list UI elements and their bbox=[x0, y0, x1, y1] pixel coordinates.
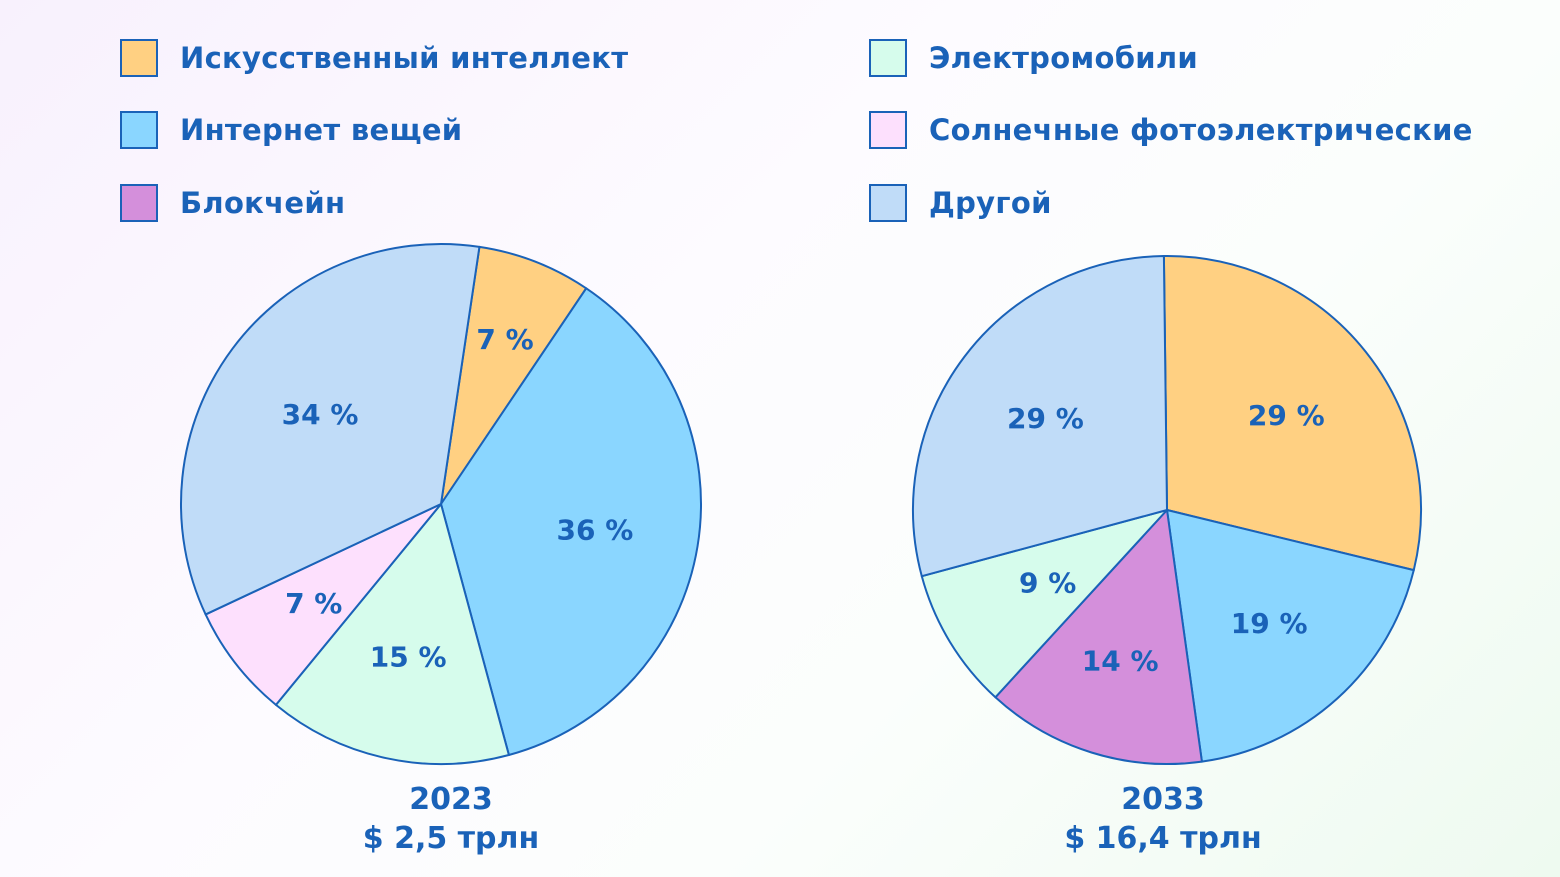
pie-slice bbox=[1162, 255, 1422, 572]
legend-item-other: Другой bbox=[869, 184, 1052, 222]
pie-slice bbox=[440, 245, 588, 505]
legend-swatch bbox=[869, 184, 907, 222]
pie-slice bbox=[204, 503, 442, 706]
pie-slice bbox=[1166, 509, 1415, 763]
legend-swatch bbox=[120, 111, 158, 149]
slice-label: 34 % bbox=[282, 398, 359, 431]
slice-label: 14 % bbox=[1082, 644, 1159, 677]
legend-item-iot: Интернет вещей bbox=[120, 111, 462, 149]
legend-swatch bbox=[120, 184, 158, 222]
pie-slice bbox=[274, 503, 510, 765]
legend-item-solar: Солнечные фотоэлектрические bbox=[869, 111, 1473, 149]
total-label: $ 16,4 трлн bbox=[1064, 821, 1262, 856]
pie-slice bbox=[440, 287, 702, 756]
year-label: 2033 bbox=[1121, 782, 1205, 817]
slice-label: 29 % bbox=[1007, 402, 1084, 435]
pie-slice bbox=[920, 509, 1168, 699]
slice-label: 7 % bbox=[476, 323, 533, 356]
slice-label: 9 % bbox=[1019, 567, 1076, 600]
pie-slice bbox=[912, 255, 1168, 578]
legend-label: Блокчейн bbox=[180, 186, 346, 220]
legend-label: Электромобили bbox=[929, 41, 1199, 75]
legend-label: Солнечные фотоэлектрические bbox=[929, 113, 1473, 147]
legend-swatch bbox=[120, 39, 158, 77]
slice-label: 15 % bbox=[370, 641, 447, 674]
legend-swatch bbox=[869, 111, 907, 149]
pie-slice bbox=[994, 509, 1203, 765]
legend-label: Другой bbox=[929, 186, 1052, 220]
caption-2033: 2033 $ 16,4 трлн bbox=[963, 780, 1363, 858]
legend-item-blockchain: Блокчейн bbox=[120, 184, 345, 222]
legend-item-ev: Электромобили bbox=[869, 39, 1198, 77]
caption-2023: 2023 $ 2,5 трлн bbox=[251, 780, 651, 858]
legend-swatch bbox=[869, 39, 907, 77]
slice-label: 19 % bbox=[1231, 607, 1308, 640]
pie-slice bbox=[180, 243, 481, 616]
year-label: 2023 bbox=[409, 782, 493, 817]
total-label: $ 2,5 трлн bbox=[362, 821, 540, 856]
legend-label: Искусственный интеллект bbox=[180, 41, 629, 75]
slice-label: 7 % bbox=[285, 587, 342, 620]
slice-label: 36 % bbox=[557, 514, 634, 547]
legend-item-ai: Искусственный интеллект bbox=[120, 39, 628, 77]
legend-label: Интернет вещей bbox=[180, 113, 463, 147]
slice-label: 29 % bbox=[1248, 399, 1325, 432]
